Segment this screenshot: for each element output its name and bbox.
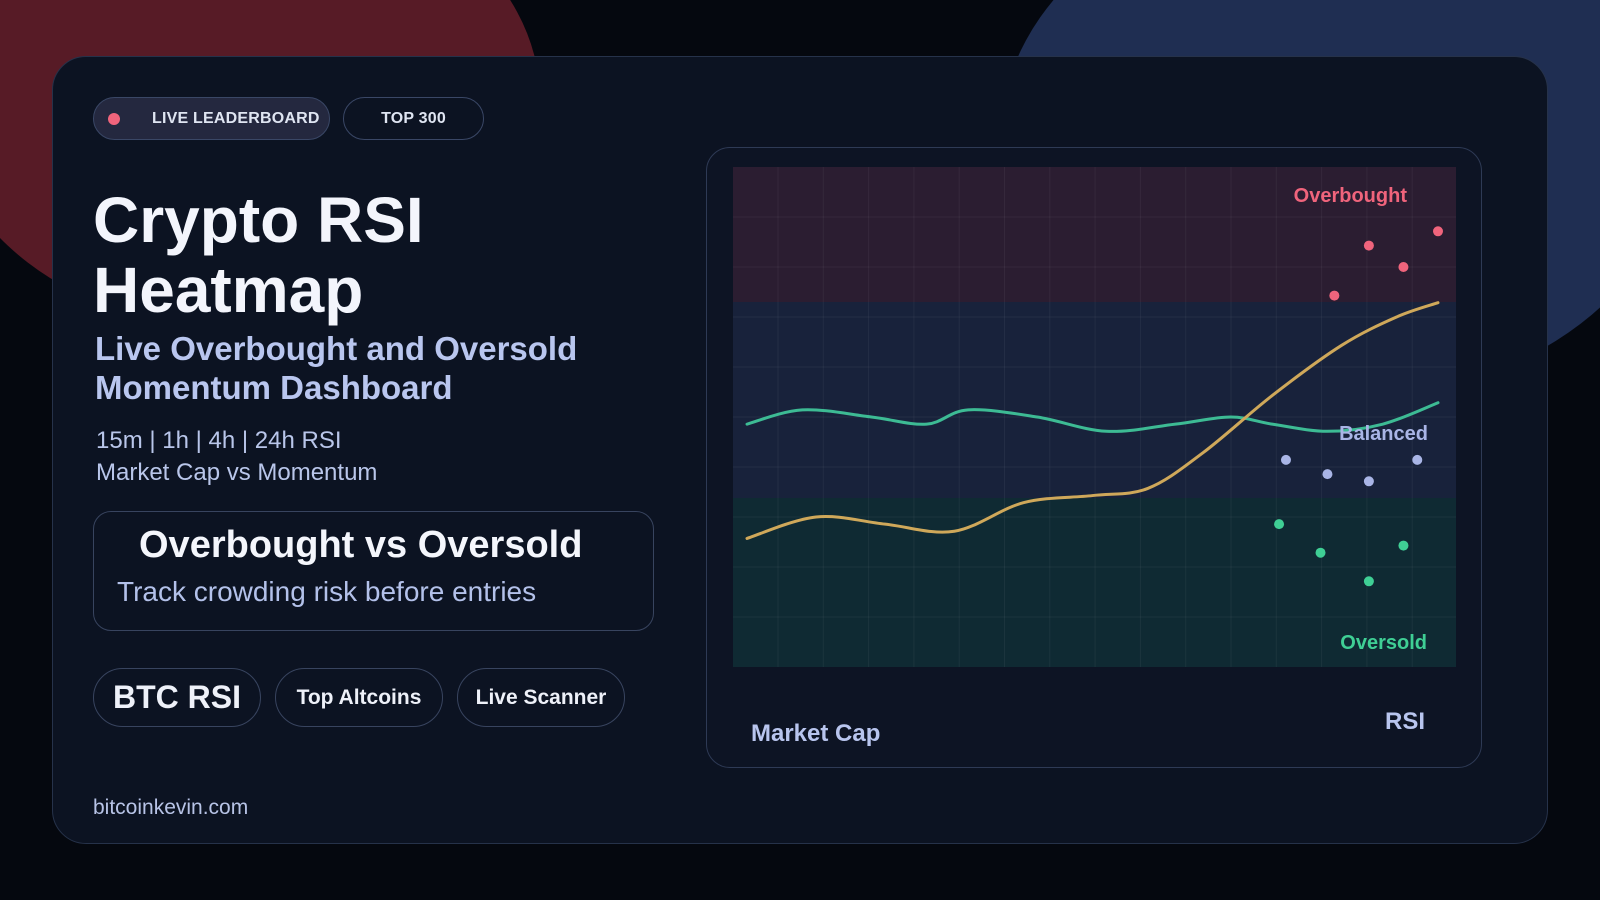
callout-subtitle: Track crowding risk before entries [117,576,537,607]
page-title-line2: Heatmap [93,254,364,326]
oversold-point [1274,519,1285,530]
top-altcoins-label: Top Altcoins [296,685,422,709]
balanced-zone-label: Balanced [1339,423,1428,445]
rsi-heatmap-chart: Overbought Balanced Oversold Market Cap RS… [706,147,1482,768]
live-leaderboard-badge[interactable]: LIVE LEADERBOARD [93,97,330,140]
balanced-point [1280,454,1291,465]
overbought-zone-label: Overbought [1294,185,1408,207]
oversold-point [1398,540,1409,551]
overbought-point [1329,290,1340,301]
oversold-zone [733,498,1456,667]
balanced-zone [733,302,1456,498]
btc-rsi-label: BTC RSI [113,679,241,715]
balanced-point [1363,476,1374,487]
chart-canvas: Overbought Balanced Oversold [733,167,1456,667]
market-cap-momentum-text: Market Cap vs Momentum [96,459,378,486]
balanced-point [1322,469,1333,480]
gold-rsi-line [745,301,1440,540]
live-leaderboard-label: LIVE LEADERBOARD [152,109,320,127]
top-300-label: TOP 300 [381,109,446,127]
page-title-line1: Crypto RSI [93,184,424,256]
page-subtitle-line1: Live Overbought and Oversold [95,330,578,367]
dashboard-card: LIVE LEADERBOARD TOP 300 Crypto RSI Heat… [52,56,1548,844]
x-axis-label: Market Cap [751,720,881,747]
overbought-point [1398,262,1409,272]
footer-site-link[interactable]: bitcoinkevin.com [93,796,249,819]
live-scanner-label: Live Scanner [475,685,607,709]
page-subtitle-line2: Momentum Dashboard [95,369,453,406]
overbought-zone [733,167,1456,302]
overbought-oversold-callout: Overbought vs Oversold Track crowding ri… [93,511,654,631]
page-subtitle: Live Overbought and Oversold Momentum Da… [95,329,655,407]
live-scanner-button[interactable]: Live Scanner [457,668,625,727]
live-dot-icon [108,112,120,125]
page-title: Crypto RSI Heatmap [93,185,653,325]
balanced-point [1412,454,1423,465]
callout-title: Overbought vs Oversold [139,524,583,566]
oversold-zone-label: Oversold [1340,632,1427,654]
green-rsi-line [745,401,1440,433]
timeframes-text: 15m | 1h | 4h | 24h RSI [96,427,342,454]
oversold-point [1363,576,1374,587]
btc-rsi-button[interactable]: BTC RSI [93,668,261,727]
top-altcoins-button[interactable]: Top Altcoins [275,668,443,727]
overbought-point [1433,226,1443,237]
overbought-point [1363,240,1374,251]
y-axis-label: RSI [1385,708,1426,735]
top-300-badge[interactable]: TOP 300 [343,97,484,140]
oversold-point [1315,547,1326,558]
